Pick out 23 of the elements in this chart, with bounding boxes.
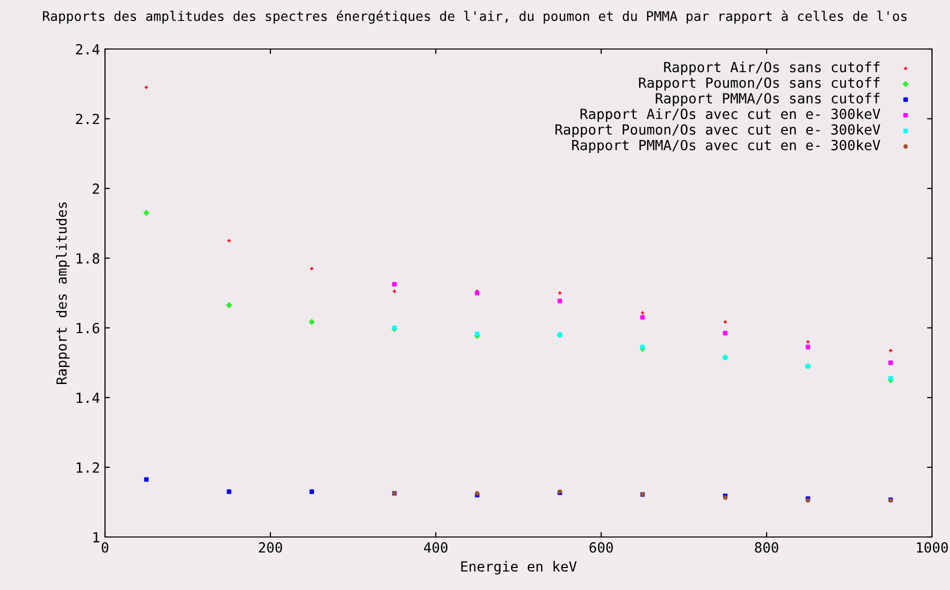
y-tick-label: 1 <box>93 532 100 542</box>
legend-label: Rapport Poumon/Os avec cut en e- 300keV <box>555 124 880 138</box>
legend-label: Rapport Air/Os avec cut en e- 300keV <box>580 108 880 122</box>
y-tick-label: 1.2 <box>76 462 99 473</box>
legend-label: Rapport Poumon/Os sans cutoff <box>639 77 880 91</box>
y-tick-label: 2.4 <box>76 44 100 54</box>
x-tick-label: 600 <box>590 542 613 553</box>
y-tick-label: 2.2 <box>76 114 99 124</box>
y-tick-label: 1.6 <box>76 322 100 334</box>
chart-title: Rapports des amplitudes des spectres énergétiques de l'air, du poumon et du PMMA par rapport à celles de l'os <box>43 10 907 24</box>
legend-label: Rapport Air/Os sans cutoff <box>664 62 880 76</box>
x-tick-label: 0 <box>102 542 108 553</box>
x-tick-label: 800 <box>754 542 778 553</box>
y-tick-label: 1.8 <box>76 253 100 264</box>
legend-label: Rapport PMMA/Os sans cutoff <box>656 92 880 106</box>
legend-label: Rapport PMMA/Os avec cut en e- 300keV <box>572 140 880 154</box>
x-tick-label: 1000 <box>916 542 948 553</box>
y-tick-label: 1.4 <box>76 392 100 403</box>
y-tick-label: 2 <box>92 183 99 194</box>
x-axis-title: Energie en keV <box>461 560 577 574</box>
y-axis-title: Rapport des amplitudes <box>56 202 70 384</box>
x-tick-label: 400 <box>424 542 448 553</box>
x-tick-label: 200 <box>258 542 282 553</box>
